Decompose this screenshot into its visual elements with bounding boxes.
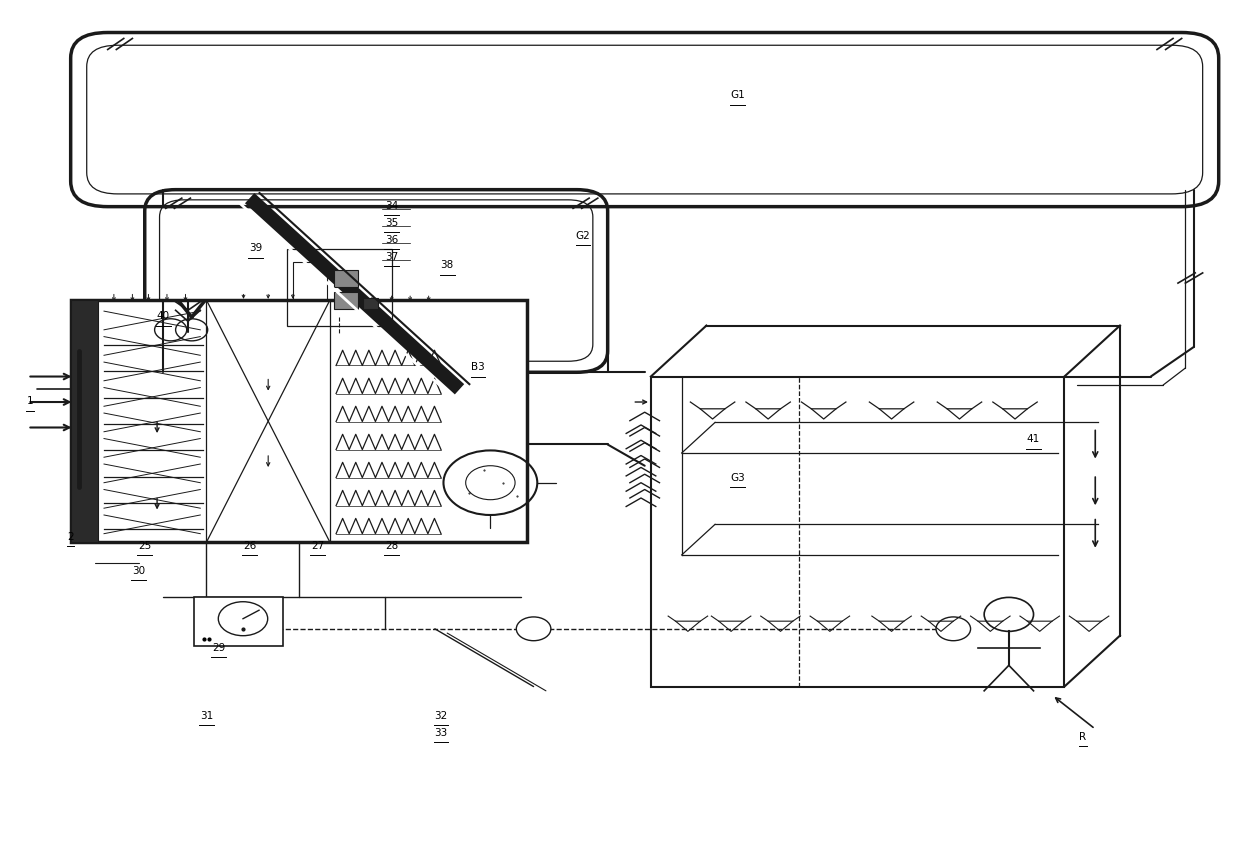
Bar	[293, 262, 327, 300]
Text: R: R	[1079, 732, 1086, 742]
Text: 40: 40	[156, 311, 170, 321]
Text: 27: 27	[311, 540, 324, 551]
Bar	[334, 292, 358, 309]
Text: 33: 33	[434, 728, 448, 738]
Text: G2: G2	[575, 231, 590, 240]
Text: 32: 32	[434, 711, 448, 721]
Text: 26: 26	[243, 540, 257, 551]
Text: 37: 37	[384, 252, 398, 262]
Text: 38: 38	[440, 261, 454, 270]
Text: 30: 30	[131, 566, 145, 576]
Text: G3: G3	[730, 473, 745, 483]
Text: 2: 2	[67, 532, 74, 542]
Text: 36: 36	[384, 235, 398, 245]
Circle shape	[516, 617, 551, 640]
Bar	[71, 300, 98, 542]
Bar	[651, 376, 1064, 687]
Bar	[195, 597, 283, 646]
Text: 28: 28	[384, 540, 398, 551]
Text: B3: B3	[471, 363, 485, 372]
Text: 29: 29	[212, 643, 226, 652]
Bar	[286, 249, 392, 326]
Text: 39: 39	[249, 244, 263, 253]
Text: 25: 25	[138, 540, 151, 551]
Text: 34: 34	[384, 201, 398, 211]
Bar	[71, 300, 527, 542]
Bar	[334, 270, 358, 287]
Text: 41: 41	[1027, 434, 1040, 445]
Text: G1: G1	[730, 91, 745, 101]
Circle shape	[231, 621, 255, 637]
Circle shape	[936, 617, 971, 640]
Text: 35: 35	[384, 218, 398, 228]
Text: 31: 31	[200, 711, 213, 721]
Bar	[363, 298, 378, 309]
Text: 1: 1	[26, 396, 33, 406]
